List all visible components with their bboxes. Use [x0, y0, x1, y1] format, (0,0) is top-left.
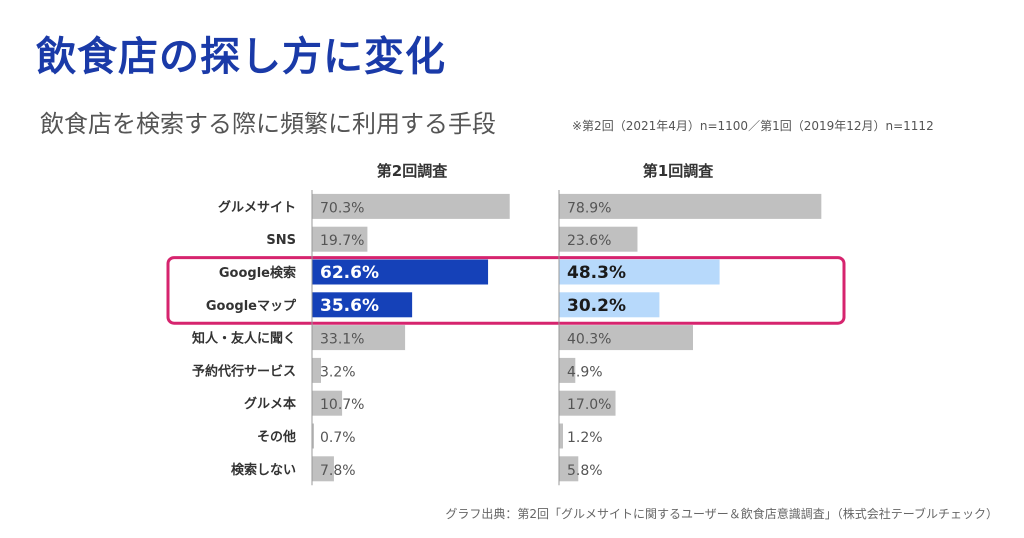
bar	[312, 423, 314, 449]
category-label: SNS	[266, 233, 296, 248]
data-label: 23.6%	[567, 233, 611, 249]
category-label: Googleマップ	[206, 299, 297, 314]
data-label: 1.2%	[567, 430, 603, 446]
data-label: 30.2%	[567, 296, 626, 316]
category-label: グルメサイト	[218, 199, 296, 215]
bar	[312, 390, 343, 416]
page-title: 飲食店の探し方に変化	[36, 34, 446, 80]
bar	[559, 390, 616, 416]
category-label: グルメ本	[244, 396, 296, 412]
bar	[559, 226, 638, 252]
category-label: 知人・友人に聞く	[192, 331, 296, 347]
bar	[559, 357, 576, 383]
data-label: 78.9%	[567, 200, 611, 216]
bar	[312, 259, 489, 285]
bar	[312, 456, 334, 482]
data-label: 17.0%	[567, 397, 611, 413]
data-label: 35.6%	[320, 296, 379, 316]
data-label: 3.2%	[320, 364, 356, 380]
bar	[559, 325, 693, 351]
data-label: 40.3%	[567, 332, 611, 348]
category-label: 検索しない	[231, 462, 296, 478]
bar	[559, 423, 563, 449]
bar	[559, 193, 822, 219]
highlight-box	[166, 256, 846, 325]
category-label: Google検索	[219, 265, 296, 281]
source-note: グラフ出典：第2回「グルメサイトに関するユーザー＆飲食店意識調査」（株式会社テー…	[445, 507, 998, 521]
bar	[559, 259, 720, 285]
data-label: 33.1%	[320, 332, 364, 348]
series-header-first: 第1回調査	[642, 162, 714, 180]
data-label: 5.8%	[567, 463, 603, 479]
data-label: 48.3%	[567, 263, 626, 283]
data-label: 7.8%	[320, 463, 356, 479]
data-label: 70.3%	[320, 200, 364, 216]
bar	[312, 226, 368, 252]
sample-note: ※第2回（2021年4月）n=1100／第1回（2019年12月）n=1112	[572, 119, 934, 133]
data-label: 0.7%	[320, 430, 356, 446]
bar	[312, 292, 413, 318]
data-label: 62.6%	[320, 263, 379, 283]
data-label: 19.7%	[320, 233, 364, 249]
bar	[559, 292, 660, 318]
series-header-second: 第2回調査	[376, 162, 448, 180]
bar	[312, 193, 510, 219]
category-label: 予約代行サービス	[192, 363, 296, 379]
data-label: 4.9%	[567, 364, 603, 380]
bar	[559, 456, 579, 482]
bar	[312, 325, 406, 351]
category-label: その他	[257, 429, 296, 445]
bar	[312, 357, 321, 383]
chart-subtitle: 飲食店を検索する際に頻繁に利用する手段	[40, 110, 496, 138]
data-label: 10.7%	[320, 397, 364, 413]
